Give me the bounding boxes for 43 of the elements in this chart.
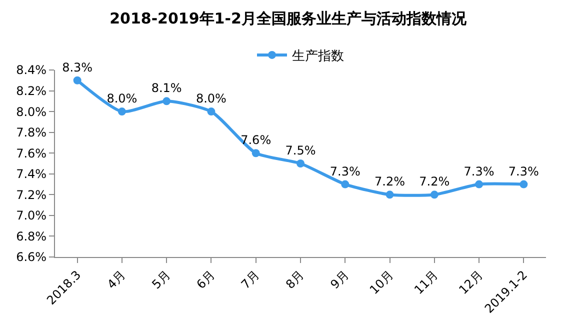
point (73, 76, 82, 84)
data-label: 8.3% (62, 60, 93, 74)
data-label: 8.0% (196, 92, 226, 106)
y-tick-label: 7.8% (16, 126, 47, 140)
y-tick-label: 8.2% (16, 84, 47, 98)
point (386, 190, 394, 199)
x-tick-label: 4月 (104, 268, 128, 292)
y-tick-label: 7.6% (16, 146, 47, 160)
point (341, 180, 350, 188)
point (475, 180, 484, 188)
y-tick-label: 6.8% (16, 229, 47, 244)
point (118, 108, 126, 116)
data-label: 7.5% (285, 144, 316, 158)
data-label: 7.3% (508, 164, 539, 178)
x-tick-label: 11月 (412, 268, 441, 298)
data-label: 7.3% (330, 164, 360, 178)
y-tick-label: 7.0% (16, 208, 47, 223)
y-tick-label: 7.2% (16, 188, 47, 202)
point (162, 97, 171, 106)
x-tick-label: 9月 (328, 268, 352, 292)
y-tick-label: 7.4% (16, 167, 47, 182)
data-label: 7.6% (240, 133, 272, 148)
y-tick-label: 8.0% (16, 104, 47, 119)
point (520, 180, 528, 188)
point (296, 160, 304, 168)
data-label: 7.2% (374, 174, 406, 189)
data-label: 7.2% (419, 174, 450, 189)
x-tick-label: 8月 (283, 268, 307, 292)
x-tick-label: 10月 (366, 268, 396, 298)
data-label: 8.1% (151, 81, 182, 96)
chart-title: 2018-2019年1-2月全国服务业生产与活动指数情况 (110, 10, 468, 28)
legend-label: 生产指数 (292, 49, 344, 64)
data-label: 8.0% (106, 92, 138, 106)
y-tick-label: 8.4% (16, 63, 47, 78)
point (207, 108, 216, 116)
x-tick-label: 12月 (456, 268, 486, 298)
point (252, 149, 260, 158)
y-tick-label: 6.6% (16, 250, 47, 264)
x-tick-label: 7月 (238, 268, 262, 292)
point (430, 190, 438, 199)
x-tick-label: 5月 (149, 268, 173, 292)
x-tick-label: 6月 (194, 268, 218, 292)
data-label: 7.3% (464, 164, 494, 178)
